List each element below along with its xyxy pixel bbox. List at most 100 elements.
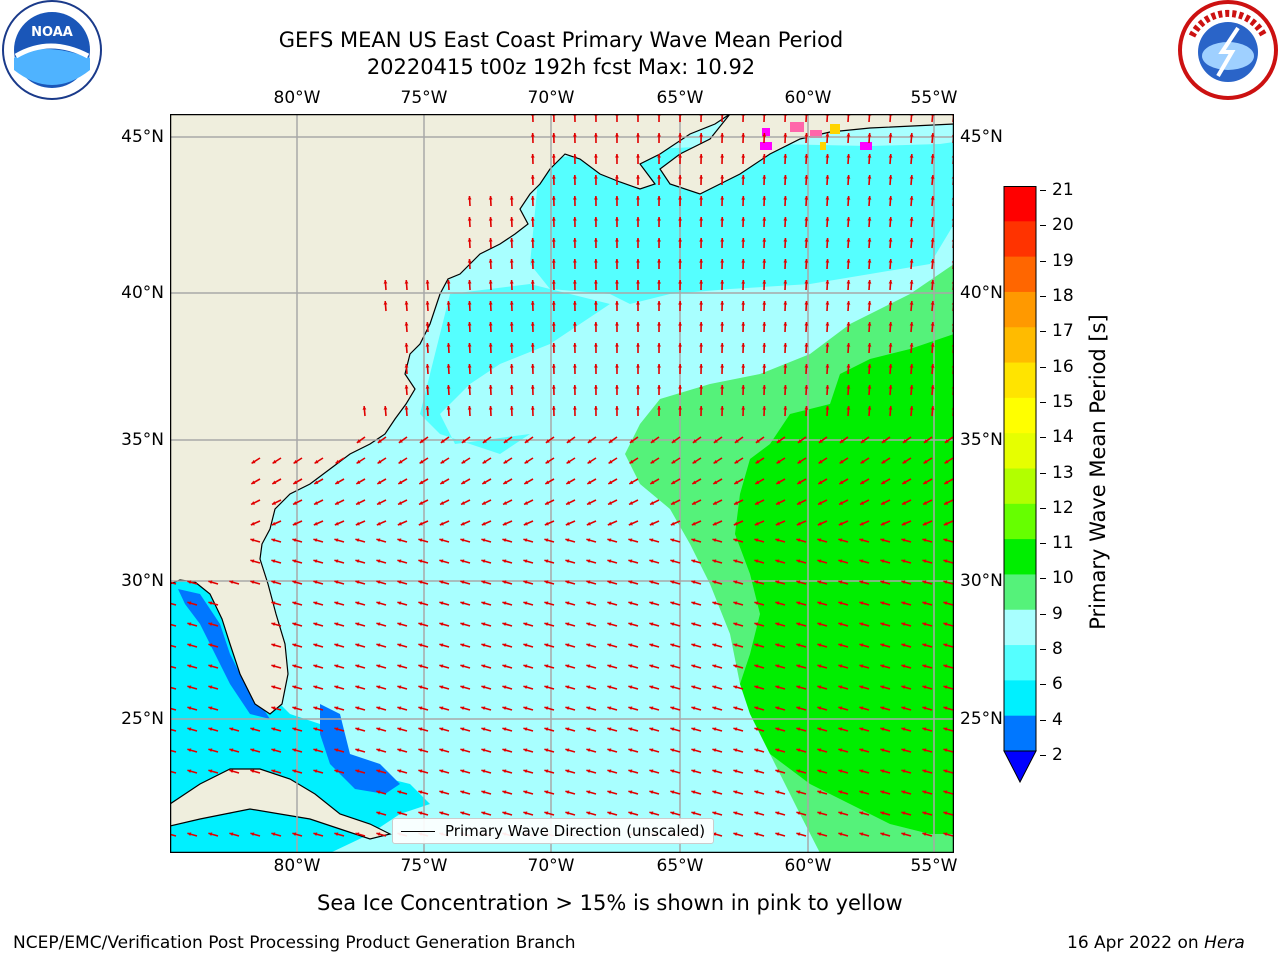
wave-direction-arrowhead: [804, 238, 809, 242]
wave-direction-arrowhead: [650, 480, 655, 484]
wave-direction-arrowhead: [943, 727, 948, 732]
wave-direction-arrowhead: [678, 133, 682, 137]
wave-direction-arrowhead: [572, 364, 577, 368]
wave-direction-arrowhead: [636, 259, 640, 263]
lat-tick-left-30n: 30°N: [121, 571, 164, 591]
wave-direction-arrowhead: [607, 685, 612, 690]
wave-direction-arrowhead: [859, 811, 864, 816]
wave-direction-arrowhead: [712, 521, 717, 526]
wave-direction-arrowhead: [271, 748, 276, 753]
wave-direction-arrowhead: [692, 439, 697, 443]
wave-direction-arrowhead: [397, 559, 402, 564]
wave-direction-arrowhead: [867, 343, 872, 347]
wave-direction-arrowhead: [762, 385, 767, 389]
wave-direction-arrowhead: [860, 439, 865, 443]
wave-direction-arrowhead: [880, 622, 885, 627]
colorbar-segment: [1004, 680, 1036, 717]
wave-direction-arrowhead: [545, 480, 550, 484]
wave-direction-arrowhead: [530, 364, 535, 368]
wave-direction-arrowhead: [572, 343, 577, 347]
wave-direction-arrowhead: [881, 459, 886, 464]
wave-direction-arrowhead: [859, 685, 864, 690]
wave-direction-arrowhead: [482, 501, 487, 505]
wave-direction-arrowhead: [712, 601, 717, 606]
wave-direction-arrowhead: [901, 559, 906, 564]
wave-direction-arrowhead: [376, 601, 381, 606]
wave-direction-arrowhead: [418, 706, 423, 711]
wave-direction-arrowhead: [439, 580, 444, 585]
wave-direction-arrowhead: [334, 769, 339, 774]
wave-direction-arrowhead: [817, 664, 822, 669]
wave-direction-arrowhead: [377, 459, 382, 464]
wave-direction-arrowhead: [615, 385, 619, 389]
wave-direction-arrowhead: [383, 301, 388, 305]
wave-direction-arrowhead: [678, 259, 682, 263]
wave-direction-arrowhead: [502, 769, 507, 774]
wave-direction-arrowhead: [551, 322, 556, 326]
wave-direction-arrowhead: [818, 501, 823, 505]
wave-direction-arrowhead: [888, 133, 893, 137]
wave-direction-arrowhead: [720, 217, 725, 221]
wave-direction-arrowhead: [901, 811, 906, 816]
wave-direction-arrowhead: [271, 685, 276, 690]
wave-direction-arrow: [868, 114, 871, 123]
wave-direction-arrowhead: [720, 322, 725, 326]
wave-direction-arrowhead: [334, 685, 339, 690]
wave-direction-arrowhead: [902, 459, 907, 464]
lon-tick-bottom-55w: 55°W: [910, 856, 958, 876]
wave-direction-arrowhead: [488, 343, 493, 347]
wave-direction-arrowhead: [670, 769, 675, 774]
wave-direction-arrowhead: [313, 727, 318, 732]
wave-direction-arrowhead: [376, 559, 381, 564]
wave-direction-arrowhead: [551, 385, 556, 389]
wave-direction-arrowhead: [783, 238, 788, 242]
wave-direction-arrowhead: [797, 459, 802, 464]
map-canvas: [169, 113, 955, 854]
wave-direction-arrowhead: [545, 501, 550, 505]
wave-direction-arrowhead: [880, 580, 885, 585]
wave-direction-arrowhead: [439, 748, 444, 753]
wave-direction-arrowhead: [944, 501, 949, 505]
wave-direction-arrowhead: [439, 601, 444, 606]
wave-direction-arrowhead: [615, 154, 619, 158]
wave-direction-arrowhead: [943, 521, 948, 526]
wave-direction-arrowhead: [796, 559, 801, 564]
colorbar-segment: [1004, 609, 1036, 646]
wave-direction-arrowhead: [593, 175, 598, 179]
wave-direction-arrowhead: [817, 832, 822, 837]
wave-direction-arrowhead: [636, 301, 640, 305]
wave-direction-arrowhead: [859, 643, 864, 648]
wave-direction-arrowhead: [657, 217, 661, 221]
wave-direction-arrowhead: [762, 259, 767, 263]
wave-direction-arrowhead: [754, 664, 759, 669]
wave-direction-arrowhead: [678, 238, 682, 242]
wave-direction-arrowhead: [909, 196, 914, 200]
wave-direction-arrowhead: [733, 748, 738, 753]
wave-direction-arrowhead: [488, 217, 493, 221]
wave-direction-arrowhead: [229, 727, 234, 732]
wave-direction-arrowhead: [699, 280, 704, 284]
wave-direction-arrowhead: [867, 259, 872, 263]
wave-direction-arrowhead: [460, 790, 465, 795]
wave-direction-arrowhead: [678, 385, 682, 389]
colorbar-tick-label: 13: [1052, 462, 1074, 483]
wave-direction-arrowhead: [271, 706, 276, 711]
wave-direction-arrowhead: [334, 601, 339, 606]
lat-tick-right-25n: 25°N: [960, 709, 1003, 729]
colorbar-tick-label: 8: [1052, 639, 1063, 660]
wave-direction-arrowhead: [292, 521, 297, 526]
wave-direction-arrowhead: [628, 685, 633, 690]
wave-direction-arrowhead: [187, 748, 192, 753]
wave-direction-arrowhead: [565, 769, 570, 774]
wave-direction-arrowhead: [762, 280, 767, 284]
wave-direction-arrowhead: [804, 154, 809, 158]
wave-direction-arrowhead: [313, 580, 318, 585]
colorbar-tick-mark: [1040, 684, 1046, 686]
wave-direction-arrowhead: [565, 538, 570, 543]
wave-direction-arrowhead: [292, 538, 297, 543]
wave-direction-arrowhead: [544, 521, 549, 526]
wave-direction-arrowhead: [733, 643, 738, 648]
wave-direction-arrowhead: [530, 343, 535, 347]
wave-direction-arrowhead: [250, 832, 255, 837]
wave-direction-arrowhead: [783, 175, 788, 179]
